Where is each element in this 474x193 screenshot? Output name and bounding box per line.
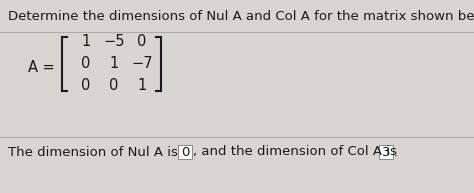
Text: 1: 1 [137, 79, 146, 93]
Text: 1: 1 [82, 35, 91, 49]
Text: 0: 0 [82, 79, 91, 93]
Text: A =: A = [28, 60, 55, 75]
Text: .: . [394, 146, 398, 158]
Text: Determine the dimensions of Nul A and Col A for the matrix shown below.: Determine the dimensions of Nul A and Co… [8, 10, 474, 23]
Text: 0: 0 [109, 79, 118, 93]
Text: 0: 0 [82, 57, 91, 71]
Text: The dimension of Nul A is: The dimension of Nul A is [8, 146, 178, 158]
Text: 3: 3 [382, 146, 390, 158]
Text: 0: 0 [137, 35, 146, 49]
Text: 0: 0 [181, 146, 189, 158]
Text: −5: −5 [103, 35, 125, 49]
Text: −7: −7 [131, 57, 153, 71]
Text: 1: 1 [109, 57, 118, 71]
Text: , and the dimension of Col A is: , and the dimension of Col A is [193, 146, 397, 158]
